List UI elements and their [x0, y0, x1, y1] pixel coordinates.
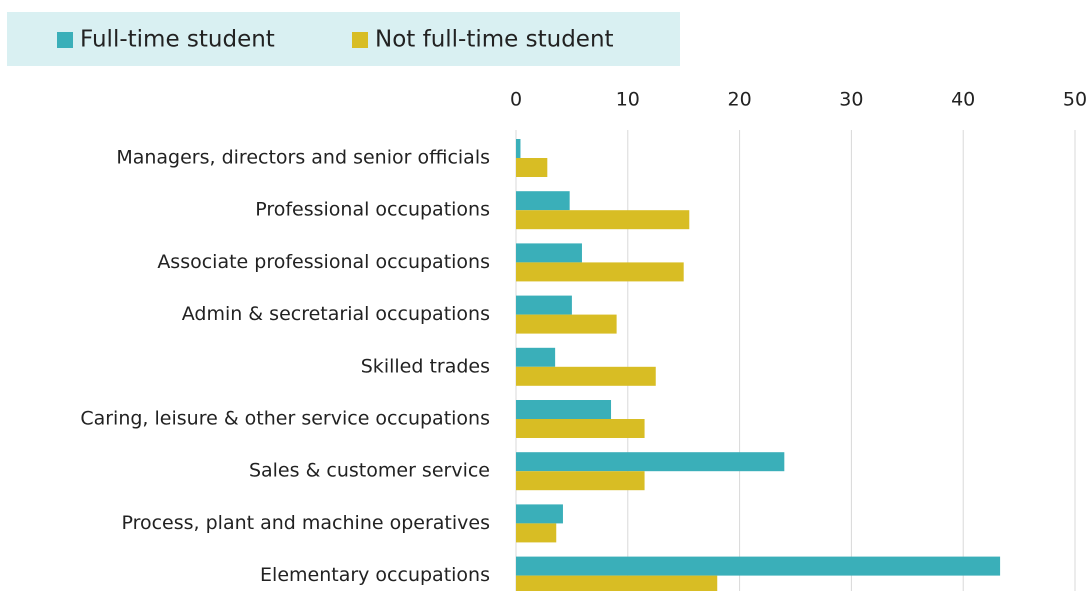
bar: [516, 471, 645, 491]
x-tick-label: 50: [1063, 89, 1087, 111]
legend-swatch: [352, 32, 368, 48]
y-tick-label: Managers, directors and senior officials: [116, 147, 490, 169]
x-tick-label: 10: [616, 89, 640, 111]
legend-box: [7, 12, 680, 66]
bar: [516, 314, 617, 334]
x-tick-label: 40: [951, 89, 975, 111]
bar: [516, 210, 690, 230]
bar: [516, 452, 785, 472]
bar: [516, 243, 582, 263]
y-tick-label: Process, plant and machine operatives: [121, 512, 490, 534]
y-tick-label: Admin & secretarial occupations: [182, 303, 490, 325]
bar: [516, 556, 1001, 576]
legend-swatch: [57, 32, 73, 48]
legend-label: Not full-time student: [375, 27, 614, 53]
y-tick-label: Professional occupations: [255, 199, 490, 221]
bar: [516, 295, 572, 315]
y-tick-label: Associate professional occupations: [157, 251, 490, 273]
legend-label: Full-time student: [80, 27, 275, 53]
bar: [516, 262, 684, 282]
bar: [516, 575, 718, 591]
bar: [516, 139, 521, 158]
y-tick-label: Elementary occupations: [260, 564, 490, 586]
bar: [516, 400, 612, 419]
x-tick-label: 20: [728, 89, 752, 111]
bar: [516, 158, 548, 177]
y-tick-label: Sales & customer service: [249, 460, 490, 482]
x-tick-label: 30: [839, 89, 863, 111]
bar: [516, 523, 557, 543]
x-tick-label: 0: [510, 89, 522, 111]
bar: [516, 366, 656, 386]
bar: [516, 191, 570, 211]
bar: [516, 504, 563, 524]
y-tick-label: Skilled trades: [361, 355, 490, 377]
y-tick-label: Caring, leisure & other service occupati…: [80, 408, 490, 430]
bar: [516, 419, 645, 438]
bar: [516, 347, 556, 367]
